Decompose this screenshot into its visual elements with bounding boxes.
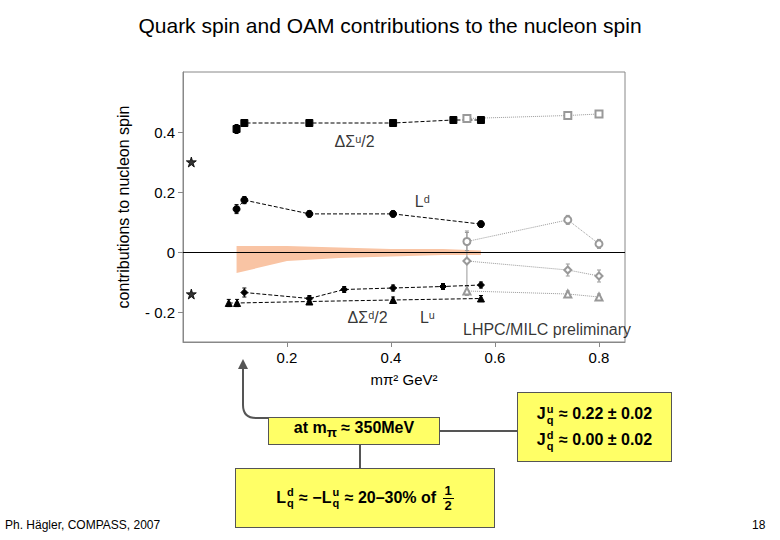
html-text:18: 18 (752, 518, 766, 532)
svg-text:- 0.2: - 0.2 (145, 304, 175, 321)
svg-text:0: 0 (167, 244, 175, 261)
svg-text:0.4: 0.4 (154, 124, 175, 141)
svg-text:0.6: 0.6 (485, 349, 506, 366)
html-text:u≈ 20–30% of 1: u≈ 20–30% of 1 (332, 482, 452, 506)
html-text:u≈ 0.22 ± 0.02: u≈ 0.22 ± 0.02 (546, 402, 653, 422)
html-text:2: 2 (444, 497, 452, 513)
html-text:Jq: Jq (536, 405, 554, 426)
svg-text:Lᵘ: Lᵘ (420, 309, 435, 326)
svg-text:LHPC/MILC preliminary: LHPC/MILC preliminary (463, 321, 631, 338)
html-text:d≈ 0.00 ± 0.02: d≈ 0.00 ± 0.02 (546, 428, 653, 448)
html-text:Ph. Hägler, COMPASS, 2007: Ph. Hägler, COMPASS, 2007 (5, 518, 161, 532)
svg-text:0.4: 0.4 (381, 349, 402, 366)
svg-text:0.2: 0.2 (277, 349, 298, 366)
html-text:at mπ≈ 350MeV: at mπ≈ 350MeV (293, 419, 415, 441)
svg-text:ΔΣᵘ/2: ΔΣᵘ/2 (335, 133, 375, 150)
svg-text:contributions to nucleon spin: contributions to nucleon spin (115, 106, 132, 309)
svg-text:0.8: 0.8 (589, 349, 610, 366)
svg-text:0.2: 0.2 (154, 184, 175, 201)
html-text:Jq: Jq (536, 431, 554, 452)
html-text:d≈ −Lq: d≈ −Lq (286, 486, 340, 509)
svg-text:mπ² GeV²: mπ² GeV² (370, 371, 437, 388)
svg-text:ΔΣᵈ/2: ΔΣᵈ/2 (348, 309, 388, 326)
svg-text:Quark spin and OAM contributio: Quark spin and OAM contributions to the … (138, 14, 641, 37)
html-text:Lq: Lq (276, 488, 294, 509)
svg-text:Lᵈ: Lᵈ (415, 193, 430, 210)
